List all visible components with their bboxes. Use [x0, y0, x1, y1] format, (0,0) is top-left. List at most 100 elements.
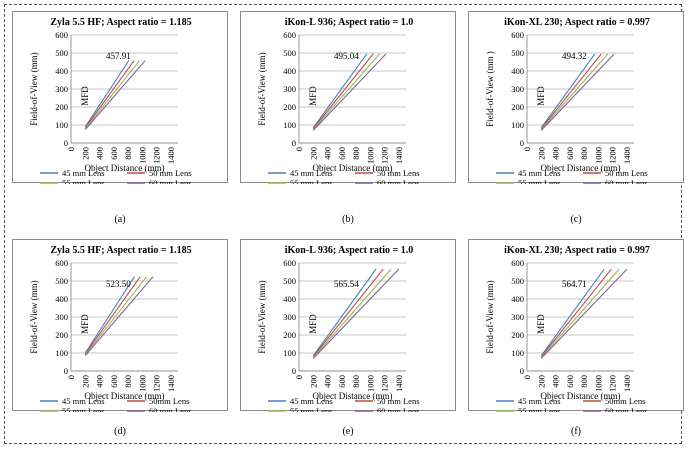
y-tick-label: 500: [511, 48, 524, 58]
series-line: [540, 53, 596, 129]
x-tick-label: 0: [294, 375, 304, 379]
x-tick-label: 800: [351, 375, 361, 388]
series-line: [84, 276, 148, 356]
series-line: [84, 276, 135, 354]
y-tick-label: 600: [283, 30, 296, 40]
x-tick-label: 600: [337, 147, 347, 160]
x-tick-label: 200: [308, 147, 318, 160]
series-line: [312, 268, 392, 358]
value-annotation: 495.04: [334, 51, 359, 61]
x-tick-label: 1000: [365, 375, 375, 392]
chart-b: iKon-L 936; Aspect ratio = 1.0 0 100 200 300…: [257, 17, 420, 184]
series-line: [540, 268, 628, 359]
legend-label: 55 mm Lens: [518, 178, 561, 184]
y-tick-label: 0: [64, 138, 68, 148]
chart-panel-d: Zyla 5.5 HF; Aspect ratio = 1.185 0 100 200…: [12, 239, 228, 412]
x-tick-label: 400: [323, 147, 333, 160]
chart-title: Zyla 5.5 HF; Aspect ratio = 1.185: [50, 17, 191, 28]
y-tick-label: 400: [283, 66, 296, 76]
x-tick-label: 600: [565, 375, 575, 388]
x-tick-label: 0: [522, 147, 532, 151]
y-axis-label: Field-of-View (mm ): [485, 51, 495, 126]
x-tick-label: 1400: [622, 375, 632, 392]
x-tick-label: 1400: [166, 147, 176, 164]
x-tick-label: 0: [66, 147, 76, 151]
series-line: [312, 53, 374, 129]
legend-label: 50 mm Lens: [149, 168, 192, 178]
chart-panel-b: iKon-L 936; Aspect ratio = 1.0 0 100 200 300…: [240, 11, 456, 184]
x-tick-label: 200: [80, 375, 90, 388]
legend-label: 60 mm Lens: [605, 178, 648, 184]
y-tick-label: 300: [55, 84, 68, 94]
x-tick-label: 1200: [380, 147, 390, 164]
x-axis-label: Object Distance (mm): [313, 163, 393, 173]
y-tick-label: 200: [511, 330, 524, 340]
y-tick-label: 100: [283, 120, 296, 130]
legend-label: 45 mm Lens: [62, 168, 105, 178]
series-line: [540, 268, 612, 357]
x-tick-label: 600: [337, 375, 347, 388]
legend-label: 45 mm Lens: [62, 396, 105, 406]
x-tick-label: 1000: [593, 147, 603, 164]
x-tick-label: 800: [123, 147, 133, 160]
x-tick-label: 800: [351, 147, 361, 160]
y-tick-label: 500: [55, 48, 68, 58]
value-annotation: 564.71: [562, 279, 587, 289]
y-tick-label: 300: [511, 84, 524, 94]
x-tick-label: 400: [95, 147, 105, 160]
mfd-label: MFD: [80, 86, 90, 106]
x-tick-label: 600: [565, 147, 575, 160]
legend-label: 55 mm Lens: [290, 178, 333, 184]
series-line: [84, 60, 146, 130]
x-axis-label: Object Distance (mm): [313, 391, 393, 401]
x-tick-label: 1400: [394, 375, 404, 392]
x-tick-label: 0: [66, 375, 76, 379]
x-tick-label: 800: [579, 147, 589, 160]
chart-d: Zyla 5.5 HF; Aspect ratio = 1.185 0 100 200…: [29, 245, 192, 412]
x-tick-label: 1400: [622, 147, 632, 164]
x-tick-label: 1000: [137, 375, 147, 392]
x-tick-label: 200: [536, 375, 546, 388]
x-tick-label: 1200: [608, 375, 618, 392]
y-tick-label: 400: [283, 294, 296, 304]
y-tick-label: 200: [511, 102, 524, 112]
x-tick-label: 1000: [593, 375, 603, 392]
series-line: [84, 60, 130, 128]
x-axis-label: Object Distance (mm): [541, 163, 621, 173]
y-tick-label: 0: [292, 366, 296, 376]
y-axis-label: Field-of-View (mm): [29, 52, 39, 125]
legend-label: 50 mm Lens: [377, 396, 420, 406]
value-annotation: 565.54: [334, 279, 359, 289]
chart-caption-e: (e): [342, 426, 354, 437]
x-axis-label: Object Distance (mm): [541, 391, 621, 401]
y-tick-label: 500: [283, 276, 296, 286]
legend-label: 45 mm Lens: [290, 168, 333, 178]
y-tick-label: 400: [511, 294, 524, 304]
chart-title: iKon-XL 230; Aspect ratio = 0.997: [504, 245, 650, 256]
x-axis-label: Object Distance (mm): [85, 391, 165, 401]
legend-label: 50 mm Lens: [605, 168, 648, 178]
y-axis-label: Field-of-View (mm): [29, 280, 39, 353]
chart-a: Zyla 5.5 HF; Aspect ratio = 1.185 0 100 200…: [29, 17, 192, 184]
x-tick-label: 400: [323, 375, 333, 388]
y-tick-label: 600: [511, 258, 524, 268]
y-tick-label: 400: [511, 66, 524, 76]
legend-label: 50 mm Lens: [377, 168, 420, 178]
y-tick-label: 200: [283, 102, 296, 112]
x-tick-label: 200: [80, 147, 90, 160]
mfd-label: MFD: [80, 314, 90, 334]
chart-panel-a: Zyla 5.5 HF; Aspect ratio = 1.185 0 100 200…: [12, 11, 228, 184]
series-line: [84, 276, 141, 355]
y-tick-label: 300: [511, 312, 524, 322]
series-line: [312, 268, 377, 357]
legend-label: 55 mm Lens: [62, 178, 105, 184]
y-tick-label: 500: [283, 48, 296, 58]
mfd-label: MFD: [536, 86, 546, 106]
legend-label: 60 mm Lens: [605, 406, 648, 412]
chart-caption-f: (f): [571, 426, 581, 437]
y-axis-label: Field-of-View (mm): [257, 280, 267, 353]
mfd-label: MFD: [536, 314, 546, 334]
legend-label: 55 mm Lens: [62, 406, 105, 412]
series-line: [312, 53, 368, 129]
x-tick-label: 400: [95, 375, 105, 388]
